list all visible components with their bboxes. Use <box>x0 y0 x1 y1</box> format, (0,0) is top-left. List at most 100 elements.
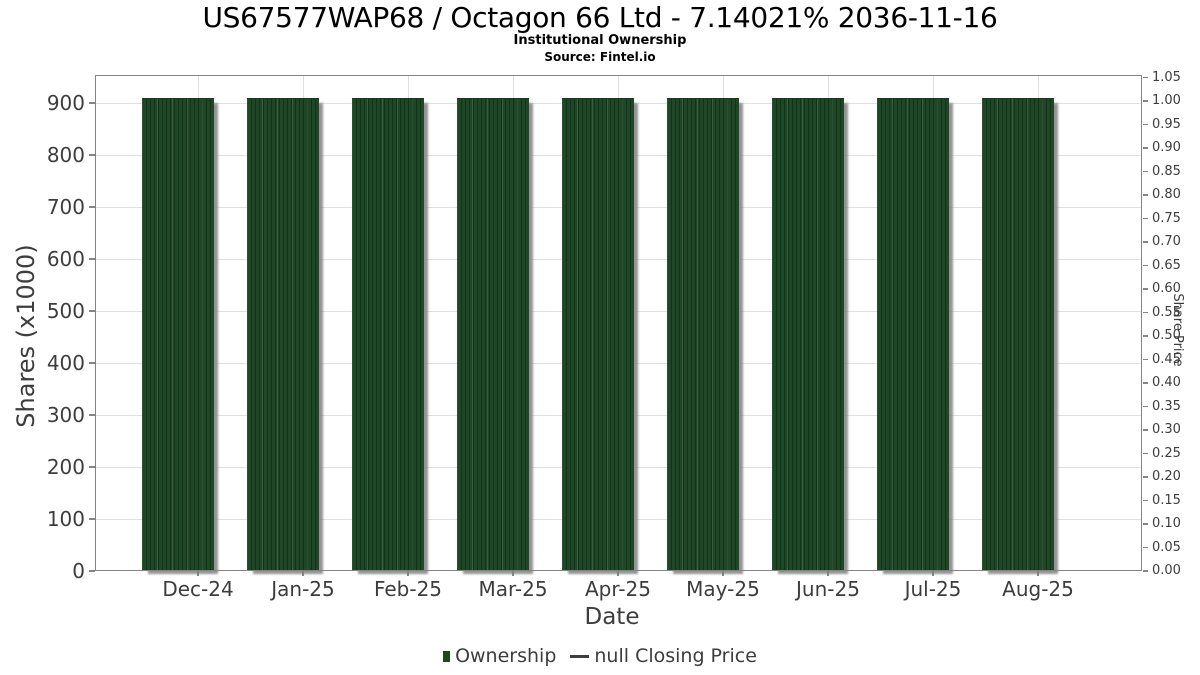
y-axis-tick-label-right: 0.45 <box>1152 351 1181 367</box>
x-axis-tick-label: Jun-25 <box>796 577 860 601</box>
x-axis-tick <box>827 571 829 576</box>
y-axis-tick-label-right: 0.35 <box>1152 398 1181 414</box>
y-axis-tick-left <box>89 362 95 364</box>
y-axis-tick-right <box>1143 546 1148 549</box>
x-axis-tick-label: Jan-25 <box>271 577 335 601</box>
y-axis-tick-label-right: 0.05 <box>1152 539 1181 555</box>
x-axis-tick <box>617 571 619 576</box>
closing-price-line-icon <box>570 654 590 658</box>
y-axis-tick-right <box>1143 100 1148 102</box>
ownership-bar <box>142 98 214 571</box>
y-axis-tick-right <box>1143 358 1148 361</box>
y-axis-tick-label-left: 0 <box>72 559 85 583</box>
y-axis-tick-label-right: 0.90 <box>1152 140 1181 155</box>
y-axis-tick-right <box>1143 194 1148 196</box>
y-axis-tick-label-right: 0.85 <box>1152 163 1181 179</box>
y-axis-tick-right <box>1143 382 1148 384</box>
y-axis-tick-left <box>89 414 95 416</box>
y-axis-tick-label-right: 0.10 <box>1152 516 1181 531</box>
y-axis-tick-label-right: 0.00 <box>1152 563 1181 578</box>
x-axis-tick-label: Mar-25 <box>478 577 548 601</box>
y-axis-tick-label-right: 0.60 <box>1152 281 1181 296</box>
x-axis-tick-label: Feb-25 <box>373 577 443 601</box>
x-axis-tick-label: Apr-25 <box>585 577 651 601</box>
y-axis-tick-label-left: 700 <box>46 195 85 219</box>
x-axis-tick-label: Aug-25 <box>1002 577 1074 601</box>
y-axis-tick-right <box>1143 217 1148 220</box>
y-axis-tick-right <box>1143 405 1148 408</box>
y-axis-tick-label-left: 100 <box>46 507 85 531</box>
y-axis-tick-label-right: 0.75 <box>1152 210 1181 226</box>
y-axis-tick-left <box>89 258 95 260</box>
y-axis-tick-label-right: 0.95 <box>1152 116 1181 132</box>
x-axis-tick <box>932 571 934 576</box>
ownership-bar <box>772 98 844 571</box>
x-axis-tick <box>722 571 724 576</box>
y-axis-tick-label-left: 300 <box>46 403 85 427</box>
y-axis-tick-label-right: 0.70 <box>1152 234 1181 249</box>
y-axis-tick-label-left: 800 <box>46 143 85 167</box>
x-axis-tick <box>1037 571 1039 576</box>
y-axis-tick-left <box>89 466 95 468</box>
ownership-bar <box>877 98 949 571</box>
y-axis-tick-right <box>1143 147 1148 149</box>
x-axis-title: Date <box>584 604 640 630</box>
y-axis-tick-label-left: 600 <box>46 247 85 271</box>
x-axis-tick <box>512 571 514 576</box>
y-axis-tick-label-right: 0.55 <box>1152 304 1181 320</box>
y-axis-tick-right <box>1143 311 1148 314</box>
ownership-bar-swatch-icon <box>443 650 451 662</box>
chart-subtitle: Institutional Ownership <box>513 33 687 48</box>
x-axis-tick <box>197 571 199 576</box>
y-axis-tick-label-right: 1.00 <box>1152 93 1181 108</box>
ownership-bar <box>982 98 1054 571</box>
chart-legend: Ownership null Closing Price <box>0 645 1200 667</box>
y-axis-tick-label-right: 0.20 <box>1152 469 1181 484</box>
ownership-bar <box>562 98 634 571</box>
x-axis-tick-label: Dec-24 <box>162 577 234 601</box>
y-axis-tick-label-left: 400 <box>46 351 85 375</box>
y-axis-tick-right <box>1143 264 1148 267</box>
ownership-bar <box>667 98 739 571</box>
y-axis-tick-right <box>1143 170 1148 173</box>
y-axis-tick-right <box>1143 570 1148 572</box>
y-axis-tick-right <box>1143 452 1148 455</box>
y-axis-tick-label-right: 0.50 <box>1152 328 1181 343</box>
x-axis-tick <box>302 571 304 576</box>
y-axis-tick-left <box>89 206 95 208</box>
x-axis-tick <box>407 571 409 576</box>
y-axis-tick-label-right: 0.80 <box>1152 187 1181 202</box>
y-axis-tick-label-right: 1.05 <box>1152 69 1181 85</box>
y-axis-tick-left <box>89 310 95 312</box>
y-axis-tick-label-right: 0.40 <box>1152 375 1181 390</box>
plot-area <box>95 75 1142 571</box>
legend-label-closing-price: null Closing Price <box>594 645 757 667</box>
x-axis-tick-label: May-25 <box>686 577 760 601</box>
y-axis-tick-left <box>89 518 95 520</box>
legend-label-ownership: Ownership <box>455 645 557 667</box>
y-axis-tick-label-left: 500 <box>46 299 85 323</box>
y-axis-tick-right <box>1143 523 1148 525</box>
x-axis-tick-label: Jul-25 <box>904 577 962 601</box>
y-axis-tick-label-right: 0.25 <box>1152 445 1181 461</box>
y-axis-tick-right <box>1143 499 1148 502</box>
y-axis-tick-label-right: 0.15 <box>1152 492 1181 508</box>
y-axis-tick-left <box>89 570 95 572</box>
y-axis-tick-label-left: 200 <box>46 455 85 479</box>
y-axis-tick-right <box>1143 76 1148 79</box>
ownership-bar <box>352 98 424 571</box>
ownership-bar <box>457 98 529 571</box>
chart-source: Source: Fintel.io <box>544 50 656 64</box>
y-axis-tick-label-right: 0.65 <box>1152 257 1181 273</box>
y-axis-tick-label-right: 0.30 <box>1152 422 1181 437</box>
y-axis-tick-right <box>1143 123 1148 126</box>
y-axis-tick-right <box>1143 429 1148 431</box>
y-axis-tick-label-left: 900 <box>46 91 85 115</box>
y-axis-title-left: Shares (x1000) <box>12 244 40 428</box>
y-axis-tick-right <box>1143 335 1148 337</box>
chart-title: US67577WAP68 / Octagon 66 Ltd - 7.14021%… <box>202 1 998 34</box>
y-axis-tick-left <box>89 102 95 104</box>
y-axis-tick-left <box>89 154 95 156</box>
y-axis-tick-right <box>1143 288 1148 290</box>
